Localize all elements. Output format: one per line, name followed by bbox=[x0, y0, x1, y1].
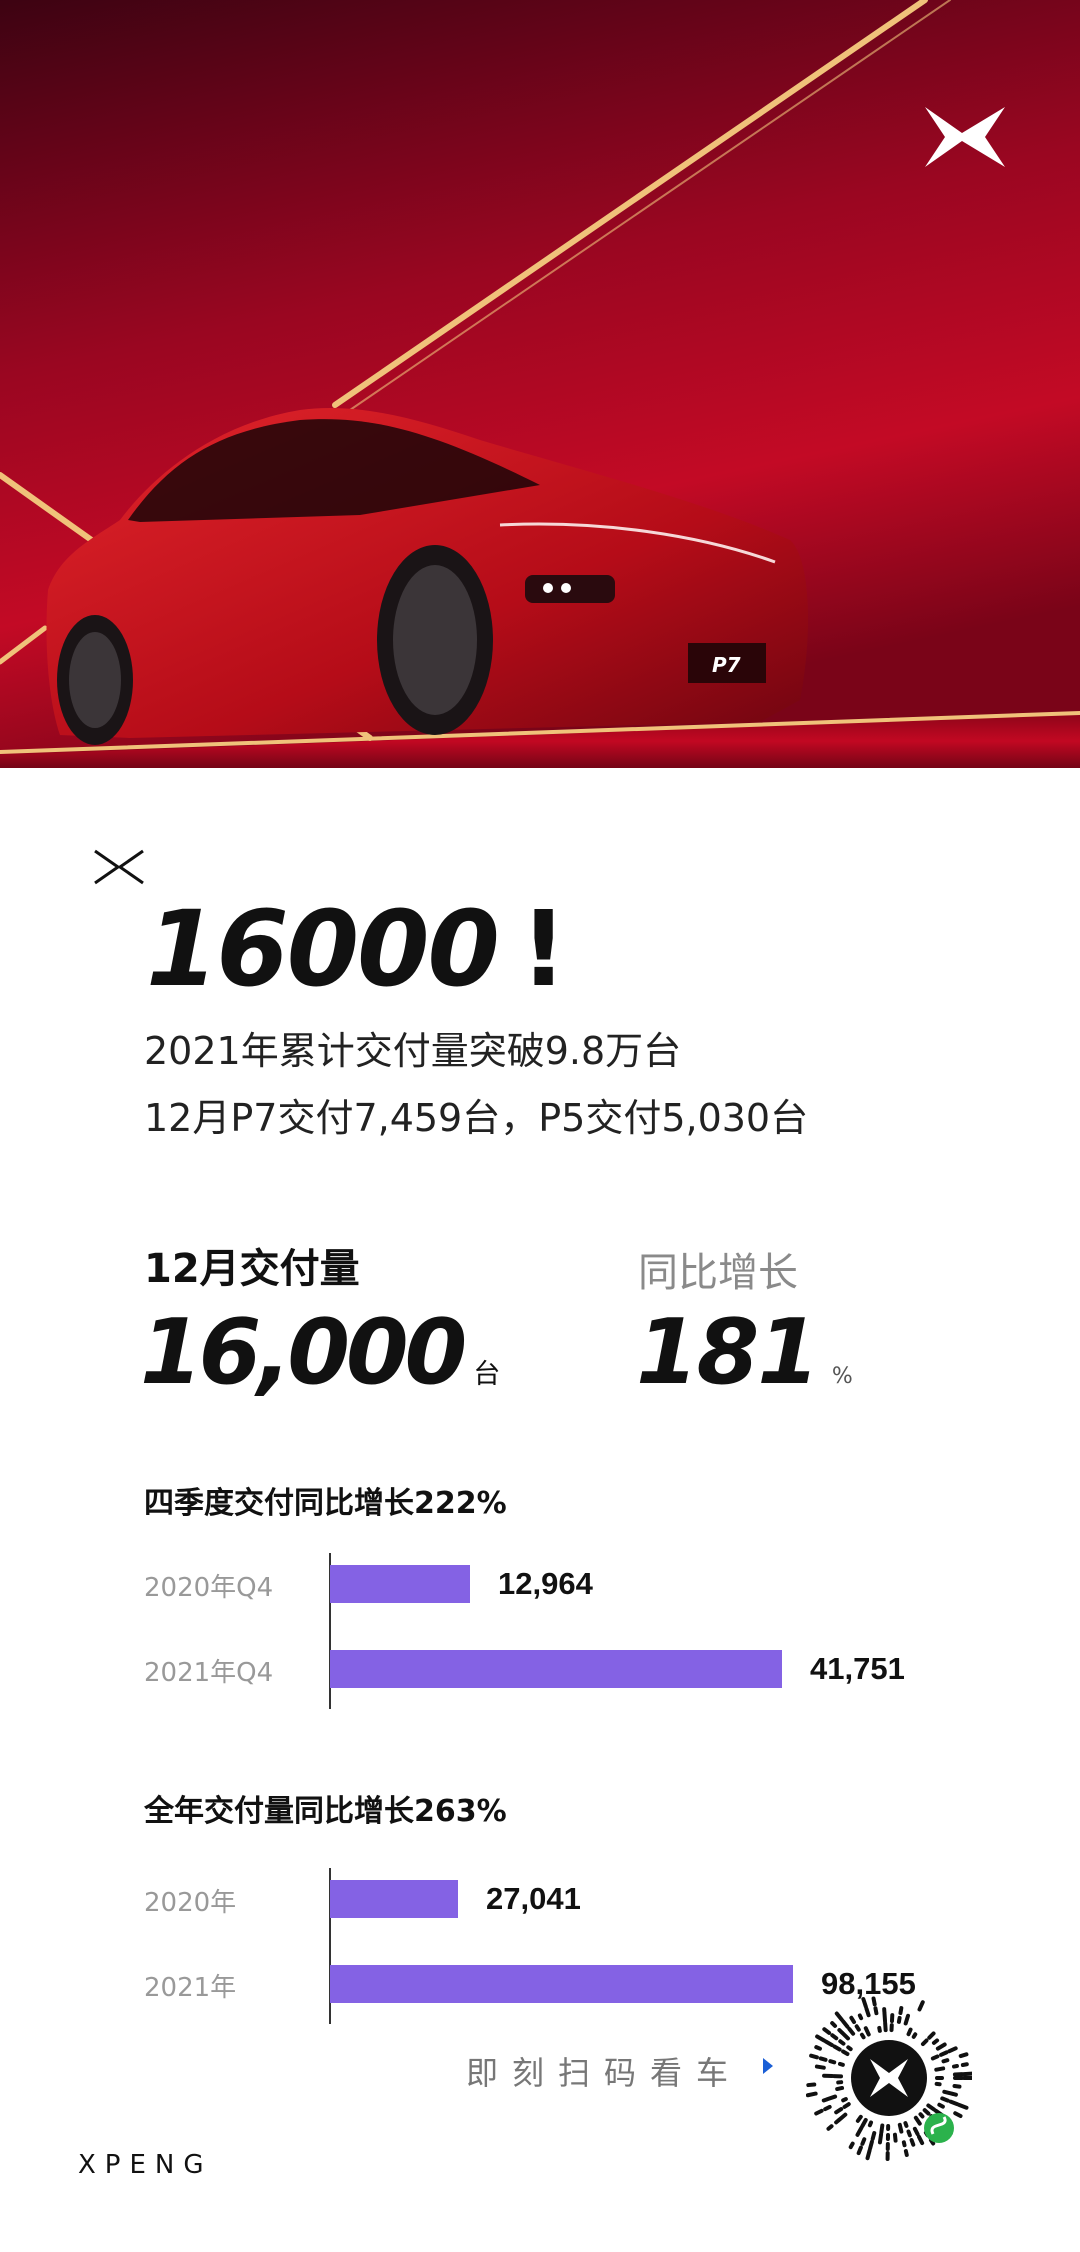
bar-value-label: 41,751 bbox=[810, 1651, 905, 1686]
bar bbox=[330, 1880, 458, 1918]
hero-car-image: P7 bbox=[0, 0, 1080, 768]
chart-axis bbox=[329, 1553, 331, 1709]
headline-number: 16000! bbox=[146, 888, 567, 1010]
gold-light-streaks bbox=[0, 0, 1080, 754]
xpeng-wordmark: XPENG bbox=[78, 2150, 213, 2180]
monthly-value: 16,000 bbox=[140, 1300, 467, 1405]
bar-category-label: 2021年Q4 bbox=[144, 1658, 274, 1688]
q4-chart-title: 四季度交付同比增长222% bbox=[144, 1486, 507, 1521]
car-p7 bbox=[46, 408, 809, 745]
mini-program-qr-code[interactable] bbox=[806, 1995, 972, 2161]
scan-text: 即刻扫码看车 bbox=[466, 2054, 743, 2092]
annual-chart-title: 全年交付量同比增长263% bbox=[144, 1794, 507, 1829]
model-badge: P7 bbox=[712, 653, 741, 677]
headline-line2: 12月P7交付7,459台，P5交付5,030台 bbox=[144, 1096, 809, 1140]
headline-exclaim: ! bbox=[519, 888, 567, 1010]
bar-category-label: 2020年 bbox=[144, 1888, 237, 1918]
chart-axis bbox=[329, 1868, 331, 2024]
bar-category-label: 2020年Q4 bbox=[144, 1573, 274, 1603]
headline-number-value: 16000 bbox=[146, 888, 500, 1010]
bar-category-label: 2021年 bbox=[144, 1973, 237, 2003]
yoy-unit: % bbox=[831, 1364, 853, 1389]
yoy-value-row: 181 % bbox=[636, 1300, 853, 1405]
yoy-label: 同比增长 bbox=[638, 1250, 798, 1296]
xpeng-logo-icon bbox=[870, 2059, 908, 2097]
headline-line1: 2021年累计交付量突破9.8万台 bbox=[144, 1029, 682, 1073]
bar-value-label: 27,041 bbox=[486, 1881, 581, 1916]
mini-program-icon bbox=[924, 2113, 954, 2143]
bar-value-label: 12,964 bbox=[498, 1566, 593, 1601]
xpeng-small-x-icon bbox=[94, 849, 144, 885]
monthly-label: 12月交付量 bbox=[144, 1246, 360, 1292]
bar-value-label: 98,155 bbox=[821, 1966, 916, 2001]
bar bbox=[330, 1650, 782, 1688]
monthly-unit: 台 bbox=[473, 1359, 501, 1390]
bar bbox=[330, 1565, 470, 1603]
xpeng-logo-icon bbox=[925, 107, 1005, 167]
yoy-value: 181 bbox=[636, 1300, 820, 1405]
bar bbox=[330, 1965, 793, 2003]
monthly-value-row: 16,000 台 bbox=[140, 1300, 500, 1405]
arrow-right-icon bbox=[763, 2058, 773, 2074]
